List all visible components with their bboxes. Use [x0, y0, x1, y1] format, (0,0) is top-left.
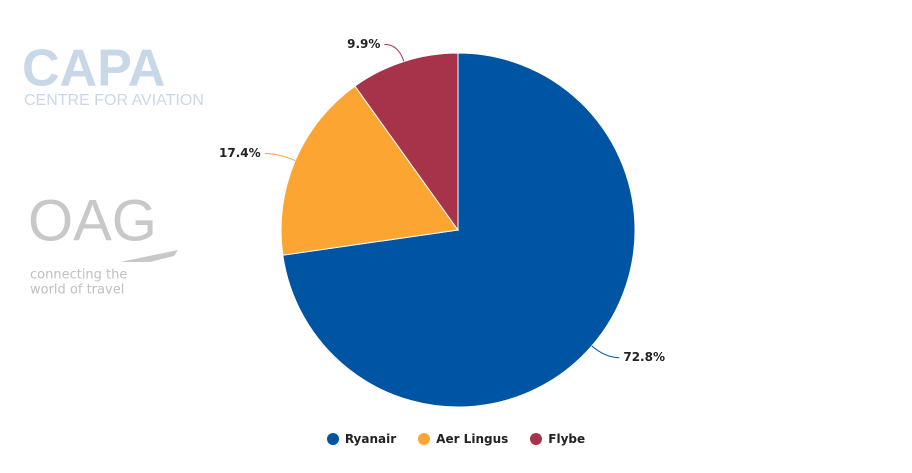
legend-label: Flybe	[548, 432, 586, 446]
legend-marker	[418, 433, 431, 445]
plane-icon	[120, 250, 178, 262]
legend-item[interactable]: Aer Lingus	[418, 432, 508, 446]
pie-slice	[282, 52, 636, 408]
legend-item[interactable]: Ryanair	[326, 432, 397, 446]
legend-marker	[326, 433, 339, 445]
pie-slice	[280, 85, 459, 256]
oag-subtitle: world of travel	[30, 283, 124, 298]
leader-line	[591, 345, 620, 359]
leader-line	[264, 152, 296, 161]
legend-item[interactable]: Flybe	[530, 432, 585, 446]
oag-subtitle: connecting the	[30, 268, 127, 283]
legend-marker	[530, 433, 543, 445]
capa-subtitle: CENTRE FOR AVIATION	[24, 92, 204, 109]
data-label: 9.9%	[347, 37, 380, 51]
data-label: 72.8%	[623, 350, 665, 364]
leader-line	[384, 43, 405, 62]
chart: CAPA CENTRE FOR AVIATION OAG connecting …	[22, 37, 665, 408]
legend-label: Ryanair	[344, 432, 397, 446]
oag-logo: OAG	[28, 188, 157, 253]
capa-logo: CAPA	[22, 40, 165, 98]
data-label: 17.4%	[219, 146, 261, 160]
legend-label: Aer Lingus	[436, 432, 509, 446]
legend: Ryanair Aer Lingus Flybe	[0, 432, 912, 446]
